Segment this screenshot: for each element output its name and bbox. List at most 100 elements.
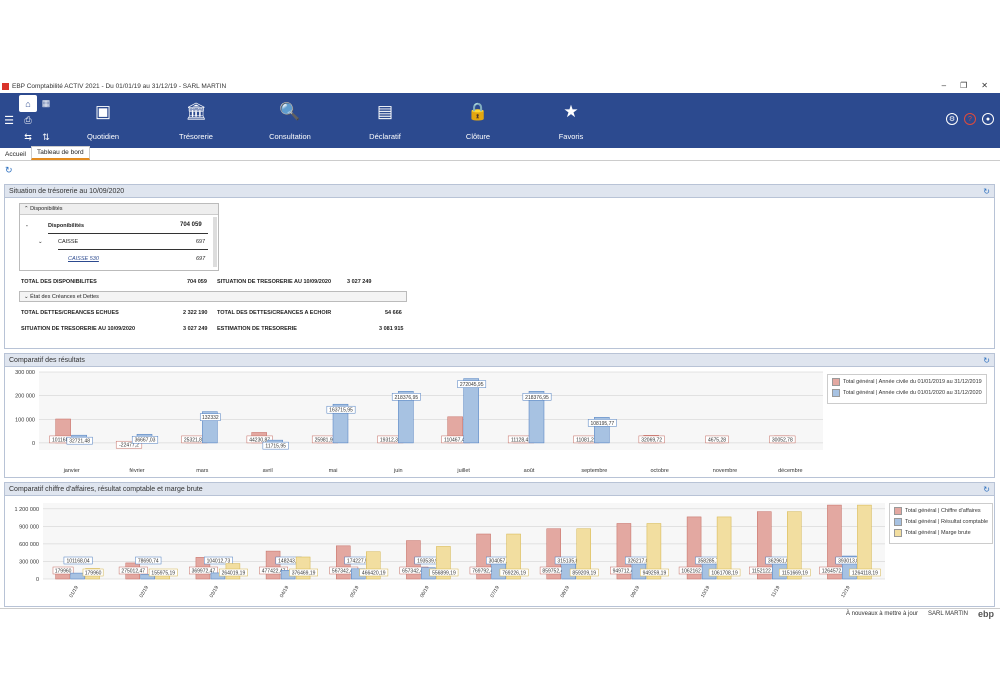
situation2-label: SITUATION DE TRESORERIE AU 10/09/2020 [21,326,136,332]
data-label: 25321,83 [184,437,205,443]
title-bar: EBP Comptabilité ACTIV 2021 - Du 01/01/1… [0,80,1000,93]
creances-header-label: État des Créances et Dettes [30,294,99,300]
data-label: 304057,4 [489,559,510,565]
user-icon[interactable]: ● [982,113,994,125]
expand-icon[interactable]: ⌄ [38,239,43,245]
module-favoris[interactable]: ★ Favoris [531,101,611,141]
refresh-panel-icon[interactable]: ↻ [983,187,990,196]
creances-header[interactable]: ⌄ État des Créances et Dettes [19,291,407,302]
x-tick-label: 05/19 [349,585,361,599]
caisse530-link[interactable]: CAISSE 530 [68,256,99,262]
document-search-icon: 🔍 [279,102,301,121]
data-label-box [204,556,233,565]
restore-button[interactable]: ❐ [960,81,968,90]
bar [463,378,479,444]
legend-series-2020: Total général | Année civile du 01/01/20… [843,390,982,396]
x-tick-label: octobre [650,468,668,474]
legend-swatch [832,389,840,397]
x-tick-label: septembre [581,468,607,474]
data-label-box [429,568,459,577]
total-dispo-value: 704 059 [187,279,207,285]
legend-swatch [894,518,902,526]
minimize-button[interactable]: – [941,81,947,90]
settings-icon[interactable]: ⚙ [946,113,958,125]
refresh-icon[interactable]: ↻ [5,165,13,175]
data-label: 393013,82 [838,559,862,565]
dispo-value: 704 059 [180,222,202,228]
tab-accueil[interactable]: Accueil [5,151,26,158]
data-label: 32721,48 [69,439,90,445]
bar [140,574,155,580]
y-tick-label: 0 [32,441,35,447]
list-icon[interactable]: ▦ [41,98,51,108]
home-icon[interactable]: ⌂ [19,95,37,112]
x-tick-label: juin [393,468,403,474]
tab-tableau-de-bord[interactable]: Tableau de bord [30,146,90,160]
x-tick-label: novembre [713,468,737,474]
module-déclaratif[interactable]: ▤ Déclaratif [345,101,425,141]
data-label: 859209,19 [572,571,596,577]
close-button[interactable]: ✕ [981,81,988,90]
sort-icon[interactable]: ⇅ [42,132,50,142]
module-label: Quotidien [86,132,120,141]
module-quotidien[interactable]: ▣ Quotidien [63,101,143,141]
collapse-icon[interactable]: - [26,223,28,229]
y-tick-label: 1 200 000 [15,507,39,513]
disponibilites-tree: ⌃ Disponibilités - Disponibilités 704 05… [19,203,219,271]
data-label: 11715,95 [265,444,286,450]
data-label: 78690,74 [138,559,159,565]
plot-area [39,372,823,450]
legend-ca: Total général | Chiffre d'affaires [905,508,981,514]
print-icon[interactable]: ⎙ [24,115,32,125]
legend-marge: Total général | Marge brute [905,530,971,536]
data-label: 376469,19 [292,571,316,577]
module-label: Favoris [558,132,584,141]
dispo-label: Disponibilités [48,223,85,229]
module-label: Déclaratif [369,132,401,141]
dispo-header[interactable]: ⌃ Disponibilités [20,204,218,215]
data-label-box [82,568,104,577]
data-label-box [66,436,93,445]
data-label: 264019,19 [222,571,246,577]
data-label-box [189,566,218,575]
data-label-box [115,440,143,449]
data-label: 101168,04 [66,559,89,565]
refresh-results-icon[interactable]: ↻ [983,356,990,365]
data-label-box [391,393,421,401]
data-label: 163715,95 [329,408,353,414]
dettes-echoir-value: 54 666 [385,310,402,316]
bank-icon: 🏛 [185,102,207,121]
module-clôture[interactable]: 🔒 Clôture [438,101,518,141]
menu-icon[interactable]: ☰ [4,115,14,127]
data-label: 193539,91 [417,559,441,565]
x-tick-label: 02/19 [139,585,151,599]
data-label: 155975,19 [151,571,175,577]
legend-series-2019: Total général | Année civile du 01/01/20… [843,379,982,385]
module-consultation[interactable]: 🔍 Consultation [250,101,330,141]
legend-swatch [894,529,902,537]
switch-icon[interactable]: ⇆ [24,132,32,142]
data-label-box [289,568,318,577]
data-label-box [638,435,665,444]
data-label: 132332 [202,415,219,421]
module-trésorerie[interactable]: 🏛 Trésorerie [156,101,236,141]
data-label: 101168,04 [52,437,75,443]
refresh-revenue-icon[interactable]: ↻ [983,485,990,494]
estimation-label: ESTIMATION DE TRESORERIE [217,326,297,332]
x-tick-label: juillet [456,468,470,474]
module-label: Trésorerie [179,132,213,141]
help-icon[interactable]: ? [964,113,976,125]
data-label-box [118,566,148,575]
revenue-chart: 1 200 000 900 000 600 000 300 000 0 01/19 1799… [15,503,885,599]
x-tick-label: 01/19 [68,585,80,599]
data-label-box [640,568,669,577]
situation-label: SITUATION DE TRESORERIE AU 10/09/2020 [217,279,332,285]
x-tick-label: 11/19 [770,585,781,599]
data-label: 362961,04 [768,559,792,565]
data-label-box [52,566,74,575]
revenue-legend: Total général | Chiffre d'affaires Total… [889,503,994,544]
y-tick-label: 300 000 [19,559,39,565]
x-tick-label: 04/19 [279,585,291,599]
tree-scrollbar[interactable] [213,217,217,267]
y-tick-label: 300 000 [15,370,35,376]
